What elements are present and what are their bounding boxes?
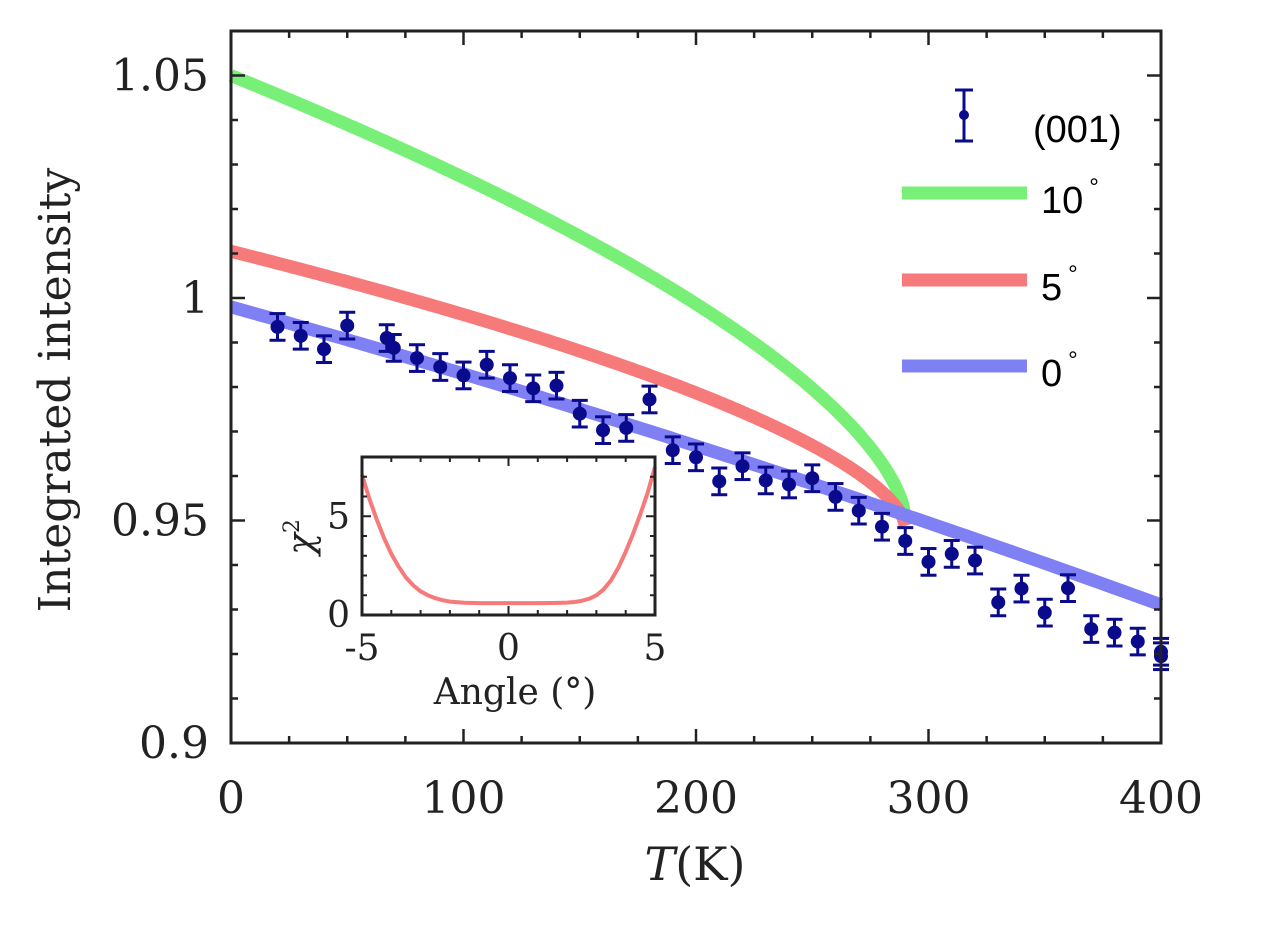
data-point	[479, 357, 494, 372]
x-tick-label: 300	[887, 773, 971, 824]
data-point	[944, 546, 959, 561]
data-point	[991, 595, 1006, 610]
data-point	[317, 342, 331, 357]
data-point	[340, 318, 355, 333]
inset-background	[362, 457, 655, 615]
data-point	[921, 554, 936, 569]
y-axis-label: Integrated intensity	[30, 168, 81, 613]
data-point	[549, 378, 564, 393]
data-point	[689, 450, 703, 465]
y-tick-label: 0.9	[139, 718, 209, 769]
data-point	[1014, 581, 1029, 596]
y-tick-label: 1	[181, 273, 209, 324]
inset-y-axis-label: χ2	[280, 519, 322, 558]
legend-point-marker	[959, 110, 969, 120]
x-tick-label: 200	[654, 773, 738, 824]
fit-curve-5deg	[229, 244, 912, 528]
data-point	[851, 503, 866, 518]
data-point	[433, 359, 448, 374]
data-point	[735, 459, 750, 474]
data-point	[758, 473, 773, 488]
inset-x-axis-label: Angle (°)	[433, 672, 597, 713]
data-point	[665, 443, 680, 458]
legend-label-5deg: 5 °	[1041, 261, 1078, 309]
inset-y-tick-label: 5	[327, 496, 350, 537]
data-point	[456, 368, 471, 383]
x-axis: 0 100 200 300 400	[217, 31, 1203, 824]
legend-item-5deg: 5 °	[902, 261, 1078, 309]
data-point	[386, 340, 401, 355]
data-point	[642, 392, 657, 407]
data-point	[1037, 605, 1052, 620]
legend-item-0deg: 0 °	[902, 347, 1078, 395]
legend-label-001: (001)	[1033, 109, 1122, 151]
x-axis-label-unit: (K)	[675, 837, 745, 891]
data-point	[898, 533, 913, 548]
inset-x-tick-label: 0	[497, 628, 520, 669]
data-point	[1130, 634, 1145, 649]
x-axis-label: T(K)	[645, 837, 746, 891]
data-point	[410, 351, 424, 366]
data-point	[782, 477, 796, 492]
x-tick-label: 400	[1119, 773, 1203, 824]
data-point	[875, 519, 889, 534]
main-axes: 0 100 200 300 400 0.9 0.95 1 1.05	[111, 29, 1203, 824]
data-point	[596, 423, 610, 438]
legend-label-0deg: 0 °	[1041, 347, 1078, 395]
x-tick-label: 0	[217, 773, 245, 824]
data-point	[1107, 625, 1122, 640]
y-tick-label: 0.95	[111, 496, 209, 547]
legend-item-001: (001)	[955, 88, 1122, 151]
data-point	[712, 474, 727, 489]
legend: (001) 10 ° 5 ° 0 °	[902, 88, 1122, 395]
legend-label-10deg: 10 °	[1041, 174, 1099, 222]
data-point	[503, 371, 517, 386]
data-point	[619, 420, 634, 435]
inset-x-tick-label: 5	[644, 628, 667, 669]
data-point	[1061, 581, 1075, 596]
data-point	[293, 328, 308, 343]
inset-x-tick-label: -5	[344, 628, 379, 669]
x-axis-label-var: T	[645, 837, 679, 891]
inset-y-tick-label: 0	[327, 595, 350, 636]
inset-chart: -5 0 505	[327, 455, 667, 669]
data-point	[828, 489, 843, 504]
y-tick-label: 1.05	[111, 51, 209, 102]
fit-curve-10deg	[228, 69, 912, 520]
data-series-001	[269, 310, 1169, 672]
data-point	[572, 406, 587, 421]
data-point	[526, 381, 541, 396]
x-tick-label: 100	[422, 773, 506, 824]
data-point	[805, 471, 820, 486]
legend-item-10deg: 10 °	[902, 174, 1099, 222]
inset-curve	[360, 466, 657, 606]
y-axis: 0.9 0.95 1 1.05	[111, 29, 1161, 769]
data-point	[968, 553, 982, 568]
data-point	[270, 319, 285, 334]
data-point	[1084, 622, 1099, 637]
